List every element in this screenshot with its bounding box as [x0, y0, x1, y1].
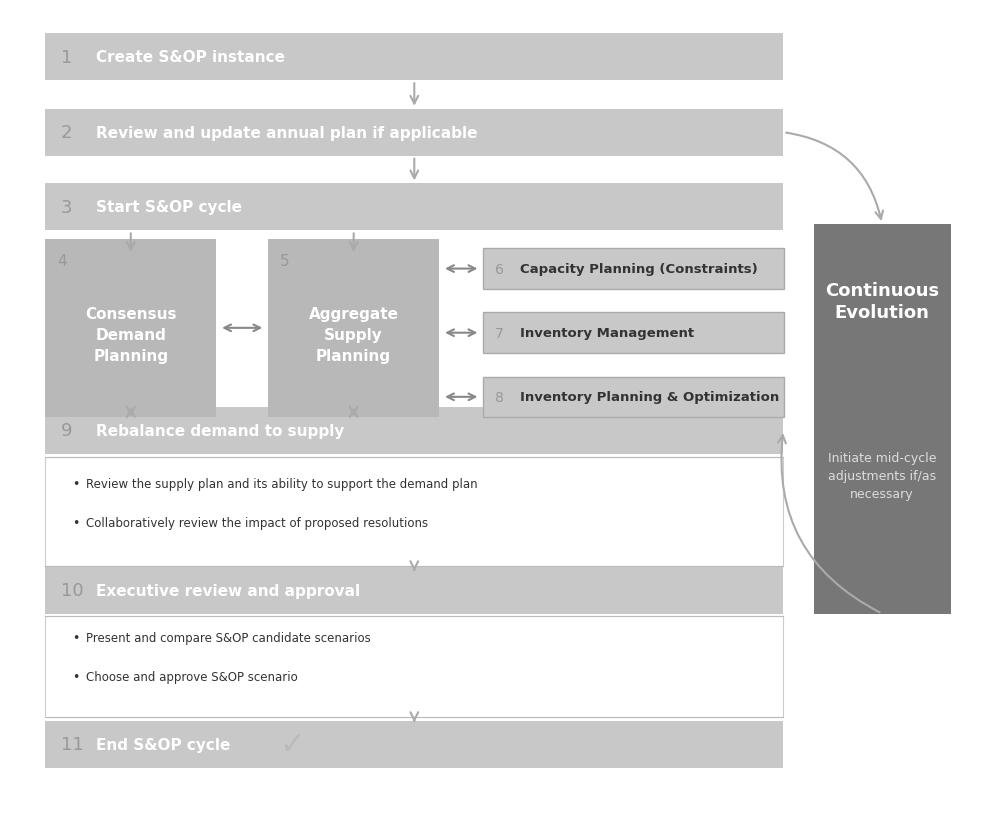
Text: 6: 6	[495, 262, 504, 276]
Text: •: •	[73, 631, 80, 645]
Text: Present and compare S&OP candidate scenarios: Present and compare S&OP candidate scena…	[87, 631, 371, 645]
Bar	[45, 457, 783, 567]
Text: Inventory Planning & Optimization: Inventory Planning & Optimization	[521, 391, 780, 404]
Bar	[45, 721, 783, 768]
Text: •: •	[73, 477, 80, 491]
Bar	[45, 184, 783, 231]
Text: 1: 1	[61, 48, 72, 66]
Text: Review the supply plan and its ability to support the demand plan: Review the supply plan and its ability t…	[87, 477, 478, 491]
Text: 11: 11	[61, 735, 84, 753]
Bar	[483, 249, 784, 290]
Bar	[45, 407, 783, 454]
Text: Continuous
Evolution: Continuous Evolution	[825, 282, 940, 322]
Text: •: •	[73, 671, 80, 684]
Bar	[483, 313, 784, 354]
Text: Capacity Planning (Constraints): Capacity Planning (Constraints)	[521, 263, 758, 276]
Text: Create S&OP instance: Create S&OP instance	[96, 50, 285, 66]
Bar	[813, 224, 951, 613]
Text: Rebalance demand to supply: Rebalance demand to supply	[96, 423, 344, 438]
Text: 8: 8	[495, 391, 504, 405]
Text: •: •	[73, 517, 80, 530]
Bar	[45, 616, 783, 717]
Bar	[45, 110, 783, 156]
Bar	[45, 239, 216, 418]
Bar	[45, 34, 783, 81]
Text: 5: 5	[280, 254, 290, 269]
Text: Aggregate
Supply
Planning: Aggregate Supply Planning	[309, 306, 398, 364]
Text: 9: 9	[61, 422, 72, 440]
Text: 10: 10	[61, 581, 84, 600]
Bar	[483, 377, 784, 418]
Text: 4: 4	[57, 254, 67, 269]
Text: ✓: ✓	[280, 730, 306, 758]
Bar	[45, 567, 783, 613]
Text: 2: 2	[61, 124, 72, 142]
Text: 3: 3	[61, 199, 72, 217]
Text: Start S&OP cycle: Start S&OP cycle	[96, 200, 243, 215]
Text: Consensus
Demand
Planning: Consensus Demand Planning	[85, 306, 176, 364]
Text: 7: 7	[495, 326, 504, 340]
Text: Review and update annual plan if applicable: Review and update annual plan if applica…	[96, 125, 477, 141]
Text: Choose and approve S&OP scenario: Choose and approve S&OP scenario	[87, 671, 298, 684]
Bar	[268, 239, 439, 418]
Text: Initiate mid-cycle
adjustments if/as
necessary: Initiate mid-cycle adjustments if/as nec…	[828, 451, 937, 500]
Text: Collaboratively review the impact of proposed resolutions: Collaboratively review the impact of pro…	[87, 517, 428, 530]
Text: End S&OP cycle: End S&OP cycle	[96, 737, 231, 752]
Text: Inventory Management: Inventory Management	[521, 327, 694, 340]
Text: Executive review and approval: Executive review and approval	[96, 583, 360, 598]
